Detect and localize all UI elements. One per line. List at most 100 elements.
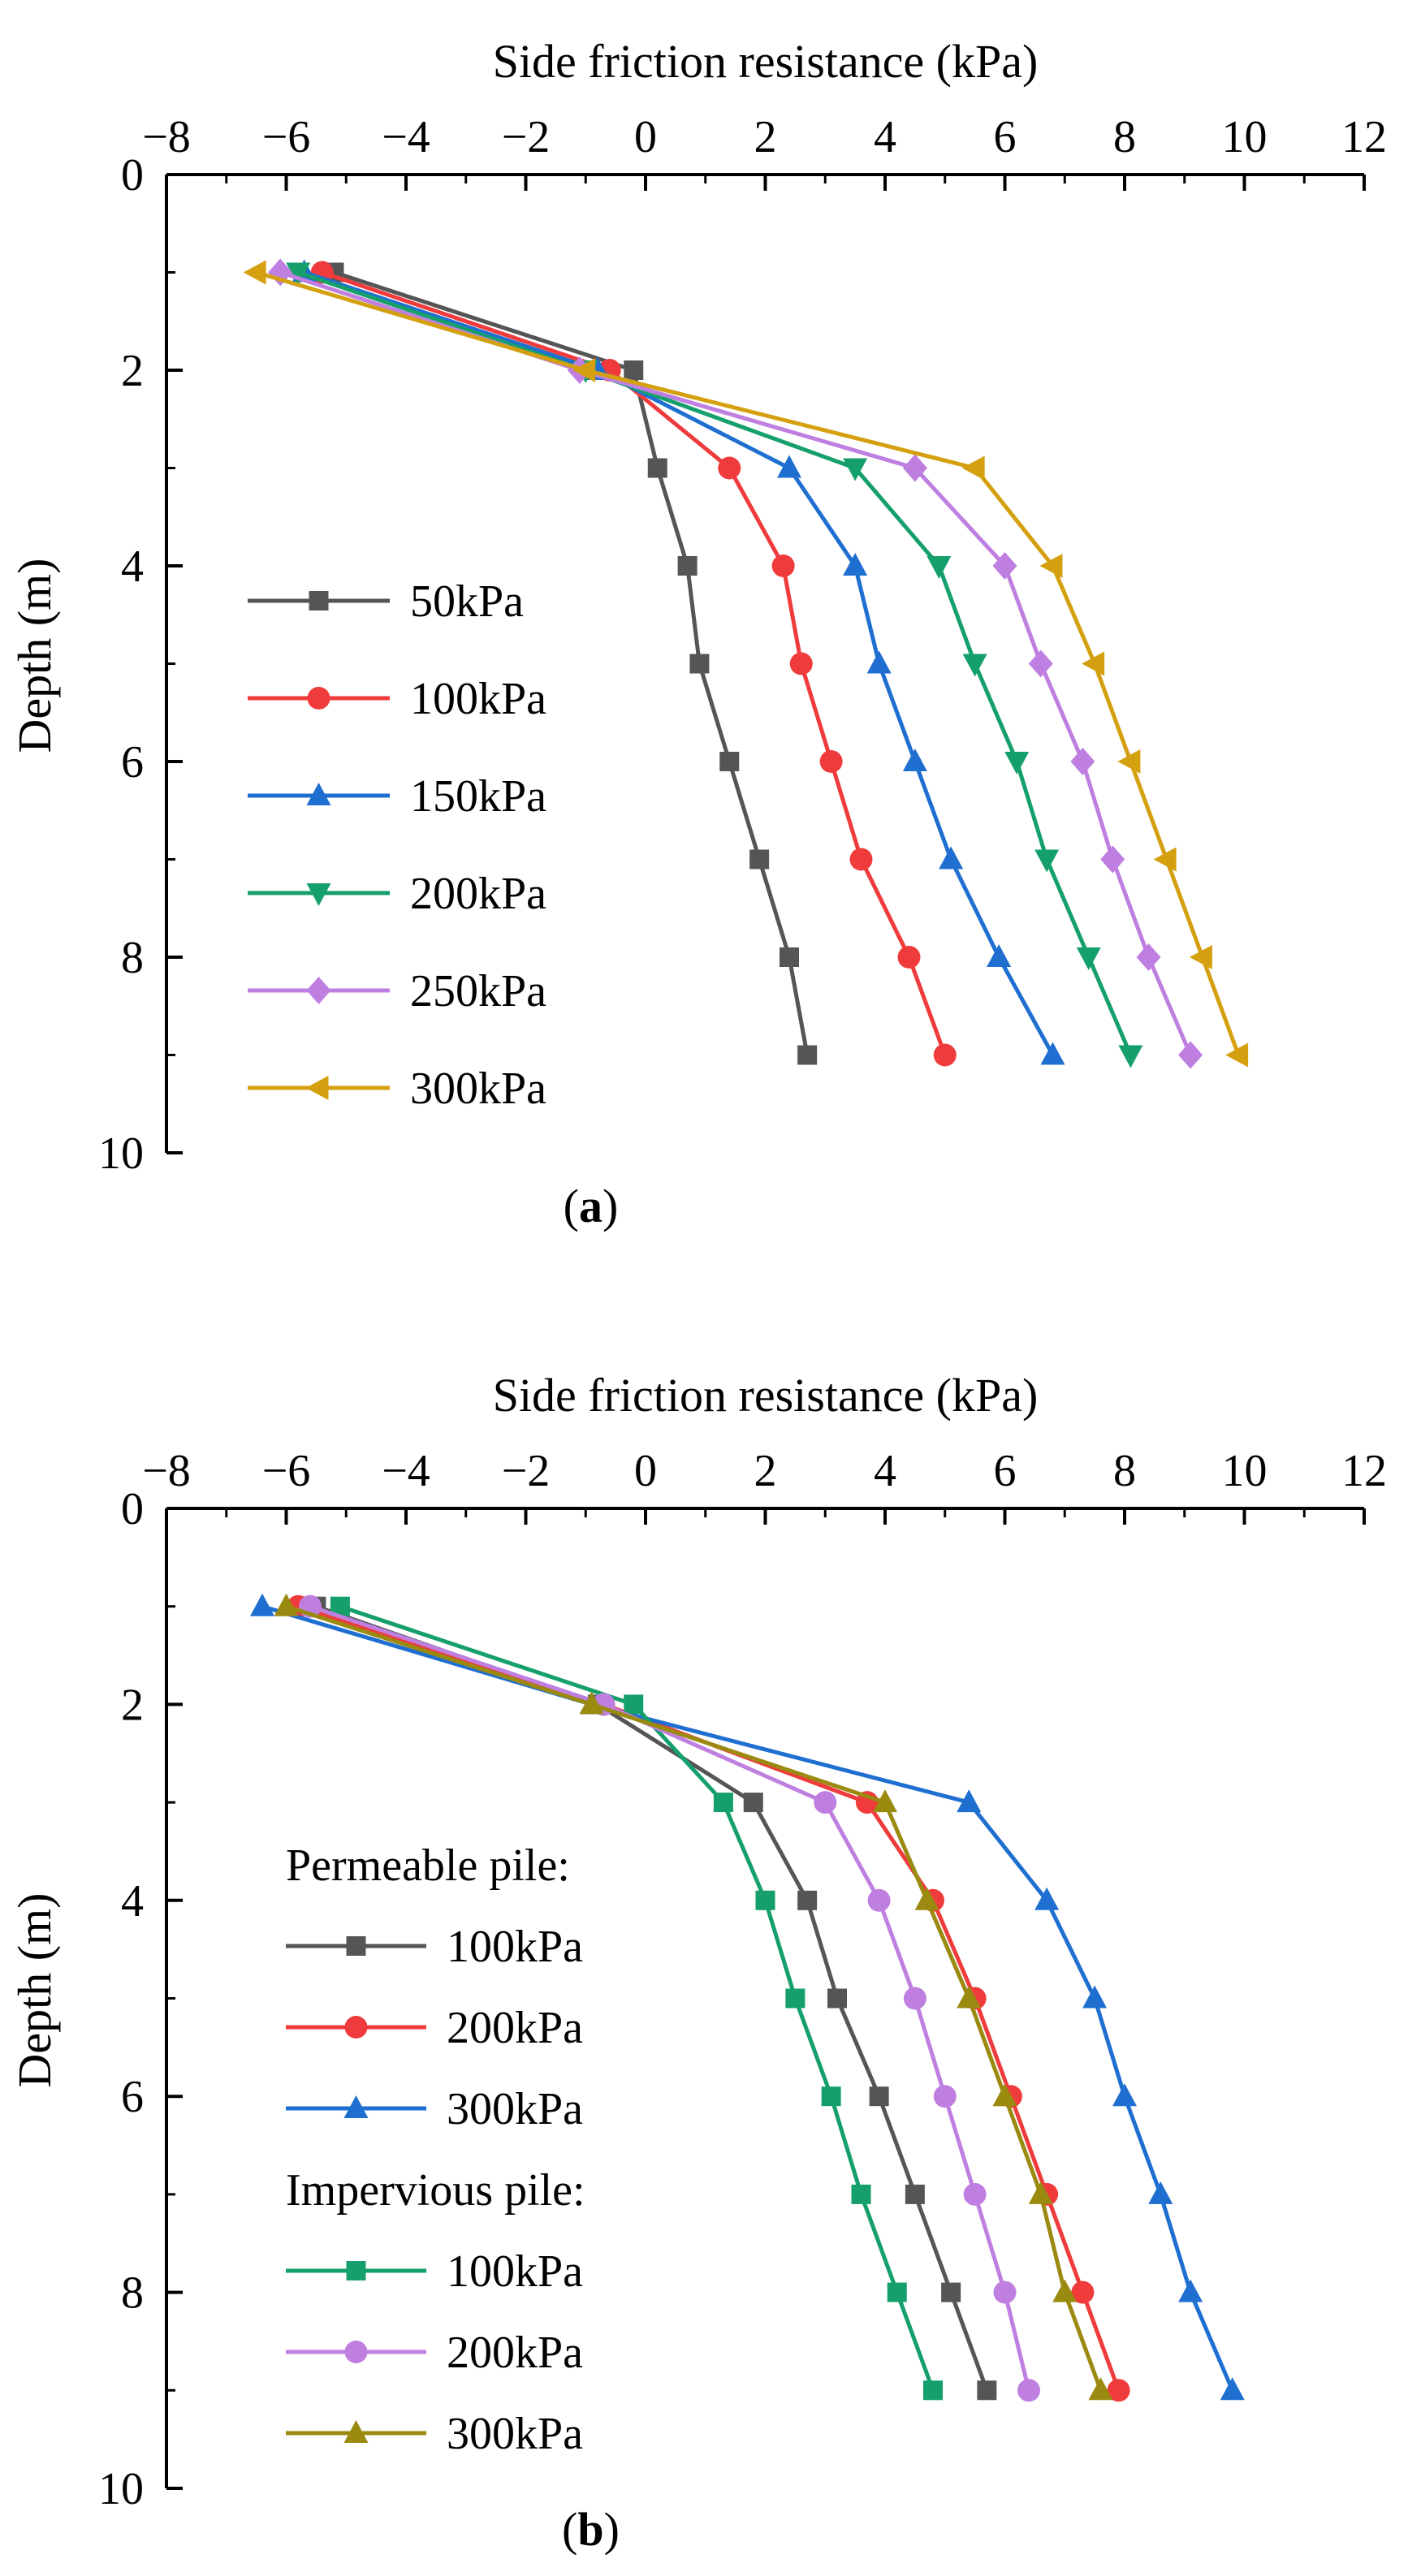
data-point [957,1985,982,2009]
x-tick-label: 0 [634,112,657,162]
data-point [797,1890,818,1910]
data-point [903,1987,926,2010]
data-point [867,1888,891,1912]
legend-marker [344,2341,368,2363]
data-point [814,1791,837,1814]
legend-entry: 250kPa [248,966,546,1016]
data-point [873,1789,897,1813]
data-point [749,849,770,869]
series-4 [299,1594,1040,2402]
data-point [572,358,596,382]
data-point [1148,2181,1173,2204]
legend-marker [306,883,331,906]
data-point [647,458,667,478]
data-point [1178,1041,1203,1069]
x-tick-label: 4 [874,1446,896,1496]
data-point [1153,847,1177,872]
data-point [689,654,710,674]
data-point [992,2083,1017,2107]
data-point [866,650,892,674]
legend-group-heading: Impervious pile: [286,2165,585,2216]
x-tick-label: 8 [1113,1446,1136,1496]
legend-label: 300kPa [447,2084,583,2134]
data-point [1034,849,1060,873]
series-2 [250,1593,1245,2401]
data-point [1220,2377,1245,2401]
data-point [819,750,843,773]
data-point [624,1694,644,1715]
data-point [719,752,740,771]
x-tick-label: 6 [994,112,1017,162]
data-point [1004,752,1030,775]
legend-entry: 50kPa [248,576,524,627]
y-tick-label: 8 [121,933,144,983]
data-point [1070,748,1095,775]
data-point [849,848,873,871]
x-tick-label: 6 [994,1446,1017,1496]
legend-label: 250kPa [410,966,546,1016]
legend-label: 200kPa [447,2003,583,2053]
data-point [1039,554,1063,578]
legend-label: 200kPa [410,869,546,919]
legend-marker [309,591,329,611]
data-point [579,1691,604,1715]
data-point [1189,945,1212,969]
data-point [718,456,741,480]
legend-entry: 100kPa [248,674,546,724]
data-point [274,1593,299,1616]
x-axis-title: Side friction resistance (kPa) [493,35,1039,88]
legend-marker [346,1936,366,1956]
data-point [939,846,964,869]
series-0 [324,262,818,1065]
legend-entry: 200kPa [248,869,546,919]
data-point [789,652,813,675]
series-line [279,270,1193,1056]
x-tick-label: 2 [754,1446,777,1496]
data-point [827,1988,847,2009]
data-point [1082,1985,1108,2009]
x-axis-title: Side friction resistance (kPa) [493,1369,1039,1422]
legend: 50kPa 100kPa 150kPa 200kPa 250kPa 300kPa [248,576,546,1114]
data-point [987,944,1012,967]
x-tick-label: 10 [1222,1446,1268,1496]
series-1 [287,1594,1130,2402]
data-point [1040,1042,1065,1065]
legend-marker [305,1076,329,1100]
data-point [1178,2279,1203,2302]
data-point [243,260,266,285]
data-point [1028,649,1053,678]
x-tick-label: 8 [1113,112,1136,162]
legend-label: 50kPa [410,576,524,627]
legend-label: 100kPa [447,2246,583,2297]
data-point [771,554,795,577]
y-tick-label: 4 [121,1876,144,1927]
y-axis-title: Depth (m) [8,1893,61,2088]
data-point [785,1988,806,2009]
chart-panel-a: −8 −6 −4 −2 0 2 4 6 8 10 12 0 2 4 6 8 10 Side friction re… [8,35,1387,1232]
legend-entry: 100kPa [286,2246,583,2297]
data-point [1082,651,1105,676]
series-5 [274,1593,1113,2401]
series-3 [330,1596,943,2401]
data-point [1100,845,1125,874]
data-point [961,455,985,481]
legend-label: 150kPa [410,771,546,822]
y-tick-label: 10 [98,2464,144,2514]
legend: Permeable pile: 100kPa 200kPa 300kPa Impervi… [286,1840,585,2459]
y-tick-label: 6 [121,2072,144,2122]
data-point [1107,2379,1130,2402]
legend-entry: 200kPa [286,2328,583,2378]
legend-marker [307,687,330,710]
data-point [902,749,927,771]
legend-entry: 200kPa [286,2003,583,2053]
series-3 [286,262,1143,1068]
legend-marker [343,2420,369,2443]
panel-caption-a: (a) [564,1180,619,1232]
data-point [1136,943,1161,971]
data-point [957,1789,982,1813]
legend-entry: 300kPa [248,1064,546,1114]
data-point [1225,1042,1249,1068]
data-point [869,2086,889,2107]
legend-entry: 150kPa [248,771,546,822]
